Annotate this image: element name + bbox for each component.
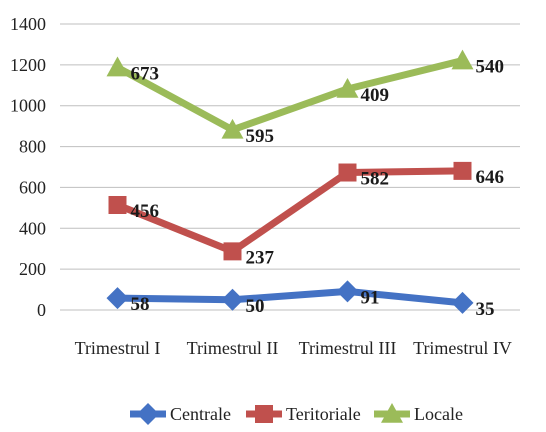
legend-marker-centrale bbox=[137, 403, 159, 425]
data-label-centrale: 58 bbox=[131, 294, 150, 315]
data-point-teritoriale bbox=[338, 163, 357, 182]
data-label-centrale: 50 bbox=[246, 296, 265, 317]
y-tick-label: 1200 bbox=[10, 55, 46, 75]
data-label-locale: 673 bbox=[131, 64, 160, 85]
data-point-centrale bbox=[451, 291, 474, 314]
legend-item-teritoriale: Teritoriale bbox=[246, 404, 361, 424]
legend-marker-teritoriale bbox=[255, 405, 273, 423]
data-label-teritoriale: 646 bbox=[476, 167, 505, 188]
data-label-centrale: 35 bbox=[476, 299, 495, 320]
data-label-locale: 595 bbox=[246, 126, 275, 147]
x-tick-label: Trimestrul IV bbox=[413, 338, 512, 358]
data-label-teritoriale: 582 bbox=[361, 169, 390, 190]
legend-marker-locale bbox=[381, 403, 403, 423]
series-line-teritoriale bbox=[114, 167, 466, 255]
legend-label-centrale: Centrale bbox=[170, 404, 231, 424]
x-tick-label: Trimestrul I bbox=[75, 338, 161, 358]
legend-label-locale: Locale bbox=[414, 404, 463, 424]
series-line-locale bbox=[114, 57, 466, 134]
legend-item-centrale: Centrale bbox=[130, 403, 231, 425]
y-tick-label: 600 bbox=[19, 177, 46, 197]
data-point-locale bbox=[451, 49, 474, 70]
data-point-teritoriale bbox=[108, 195, 127, 214]
data-label-locale: 409 bbox=[361, 85, 390, 106]
x-tick-label: Trimestrul III bbox=[299, 338, 397, 358]
data-point-centrale bbox=[336, 280, 359, 303]
data-point-locale bbox=[336, 77, 359, 98]
legend-item-locale: Locale bbox=[374, 403, 463, 424]
data-point-centrale bbox=[106, 287, 129, 310]
y-tick-label: 0 bbox=[37, 300, 46, 320]
y-tick-label: 1400 bbox=[10, 14, 46, 34]
data-point-centrale bbox=[221, 288, 244, 311]
data-point-locale bbox=[221, 118, 244, 139]
data-label-centrale: 91 bbox=[361, 287, 380, 308]
y-tick-label: 1000 bbox=[10, 96, 46, 116]
data-point-teritoriale bbox=[453, 161, 472, 180]
y-tick-label: 800 bbox=[19, 137, 46, 157]
y-tick-label: 400 bbox=[19, 218, 46, 238]
data-point-locale bbox=[106, 56, 129, 77]
data-label-teritoriale: 237 bbox=[246, 247, 275, 268]
data-point-teritoriale bbox=[223, 242, 242, 261]
series-line-centrale bbox=[114, 287, 466, 307]
legend-label-teritoriale: Teritoriale bbox=[286, 404, 361, 424]
data-label-locale: 540 bbox=[476, 57, 505, 78]
data-label-teritoriale: 456 bbox=[131, 201, 160, 222]
x-tick-label: Trimestrul II bbox=[187, 338, 279, 358]
y-tick-label: 200 bbox=[19, 259, 46, 279]
